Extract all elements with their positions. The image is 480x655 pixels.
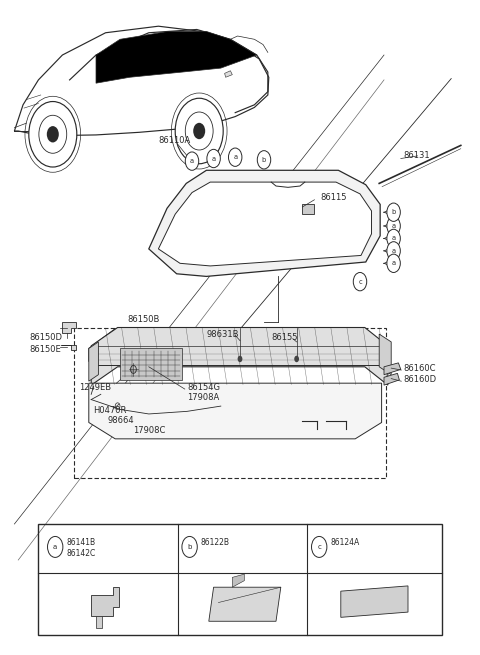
Polygon shape	[91, 328, 388, 385]
Polygon shape	[302, 204, 314, 214]
Text: b: b	[262, 157, 266, 163]
Circle shape	[48, 536, 63, 557]
Text: b: b	[392, 209, 396, 215]
Polygon shape	[209, 587, 281, 621]
Polygon shape	[89, 329, 388, 362]
Text: 86155: 86155	[271, 333, 298, 342]
Polygon shape	[158, 182, 372, 266]
Text: a: a	[392, 248, 396, 254]
Text: a: a	[392, 223, 396, 229]
Text: c: c	[317, 544, 321, 550]
Polygon shape	[61, 345, 76, 350]
Circle shape	[387, 203, 400, 221]
Text: 1249EB: 1249EB	[79, 383, 111, 392]
Text: 86115: 86115	[321, 193, 347, 202]
Circle shape	[193, 123, 205, 140]
Circle shape	[238, 356, 242, 362]
Polygon shape	[62, 322, 76, 333]
Circle shape	[175, 98, 223, 164]
Circle shape	[29, 102, 77, 167]
Circle shape	[182, 536, 197, 557]
Polygon shape	[384, 373, 399, 385]
Circle shape	[387, 242, 400, 260]
Polygon shape	[89, 342, 98, 381]
Text: 86110A: 86110A	[158, 136, 191, 145]
Circle shape	[294, 356, 299, 362]
Text: a: a	[53, 544, 57, 550]
Circle shape	[257, 151, 271, 169]
Text: a: a	[233, 154, 237, 160]
Text: 86150B: 86150B	[127, 315, 159, 324]
Text: 86142C: 86142C	[66, 549, 96, 558]
Text: a: a	[212, 155, 216, 162]
Text: a: a	[190, 158, 194, 164]
Text: 86160C: 86160C	[403, 364, 436, 373]
Text: 86150D: 86150D	[30, 333, 63, 342]
Polygon shape	[96, 616, 102, 627]
Polygon shape	[379, 334, 391, 375]
Text: 17908A: 17908A	[187, 393, 219, 402]
Circle shape	[387, 229, 400, 248]
Text: 86124A: 86124A	[330, 538, 360, 548]
Polygon shape	[89, 383, 382, 439]
Text: 86154G: 86154G	[187, 383, 220, 392]
Circle shape	[353, 272, 367, 291]
Polygon shape	[96, 31, 257, 83]
Circle shape	[312, 536, 327, 557]
Circle shape	[228, 148, 242, 166]
Polygon shape	[91, 587, 119, 616]
Polygon shape	[232, 574, 244, 587]
Text: a: a	[392, 260, 396, 267]
Text: 98664: 98664	[108, 416, 134, 425]
Text: b: b	[187, 544, 192, 550]
Circle shape	[387, 254, 400, 272]
Text: 86131: 86131	[403, 151, 430, 160]
Text: 86160D: 86160D	[403, 375, 436, 384]
Text: 86141B: 86141B	[66, 538, 96, 548]
Polygon shape	[149, 170, 380, 276]
Text: c: c	[358, 278, 362, 285]
Text: a: a	[392, 235, 396, 242]
Polygon shape	[225, 71, 232, 77]
Text: H0470R: H0470R	[94, 405, 127, 415]
Polygon shape	[384, 363, 401, 375]
Text: 86150E: 86150E	[30, 345, 61, 354]
Circle shape	[185, 152, 199, 170]
Text: 86122B: 86122B	[201, 538, 229, 548]
Circle shape	[207, 149, 220, 168]
Text: 17908C: 17908C	[133, 426, 166, 435]
Circle shape	[387, 217, 400, 235]
Polygon shape	[341, 586, 408, 617]
Text: 98631B: 98631B	[206, 329, 239, 339]
Circle shape	[47, 126, 59, 143]
Polygon shape	[120, 348, 182, 380]
